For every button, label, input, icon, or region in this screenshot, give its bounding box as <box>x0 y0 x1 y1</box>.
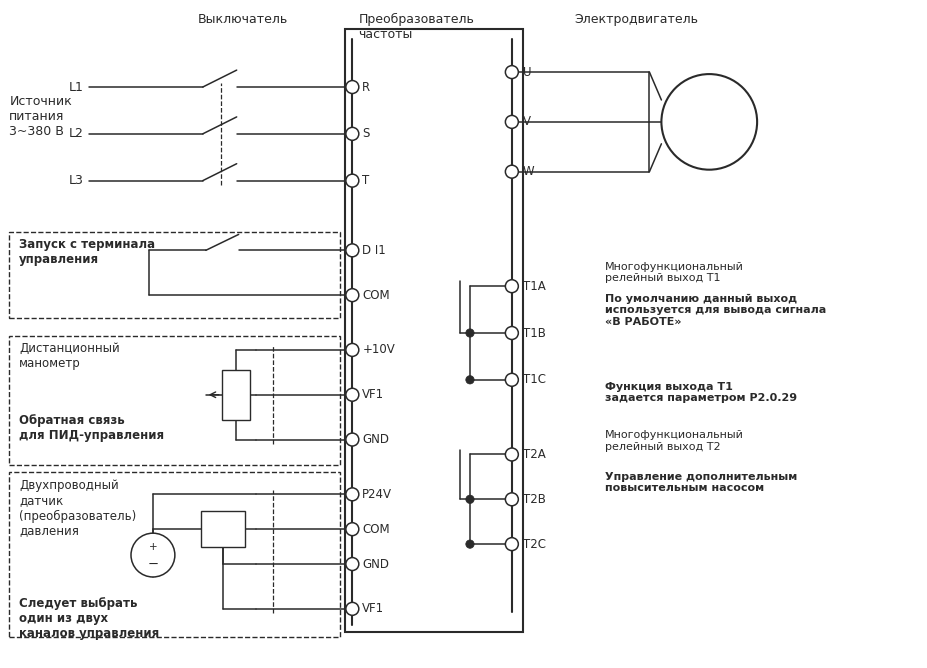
Circle shape <box>346 603 359 615</box>
Text: GND: GND <box>362 433 389 446</box>
FancyBboxPatch shape <box>9 232 340 318</box>
Text: −: − <box>147 558 159 570</box>
Text: VF1: VF1 <box>362 603 384 615</box>
Circle shape <box>505 327 518 339</box>
Text: L3: L3 <box>69 174 83 187</box>
Circle shape <box>346 244 359 257</box>
Text: VF1: VF1 <box>362 388 384 401</box>
Text: S: S <box>362 128 369 140</box>
Text: Обратная связь
для ПИД-управления: Обратная связь для ПИД-управления <box>19 413 164 442</box>
Text: Следует выбрать
один из двух
каналов управления: Следует выбрать один из двух каналов упр… <box>19 597 159 640</box>
Circle shape <box>505 116 518 128</box>
Circle shape <box>346 343 359 357</box>
Circle shape <box>346 433 359 446</box>
Text: P24V: P24V <box>362 488 392 501</box>
Text: L2: L2 <box>69 128 83 140</box>
Text: U: U <box>522 65 531 79</box>
Circle shape <box>505 280 518 293</box>
Text: COM: COM <box>362 289 389 302</box>
Text: Многофункциональный
релейный выход Т1: Многофункциональный релейный выход Т1 <box>603 262 743 283</box>
Text: COM: COM <box>362 522 389 536</box>
Text: R: R <box>362 81 370 94</box>
Circle shape <box>346 388 359 401</box>
Circle shape <box>505 65 518 79</box>
Circle shape <box>465 329 474 337</box>
Circle shape <box>346 128 359 140</box>
Circle shape <box>465 375 474 384</box>
Circle shape <box>346 558 359 570</box>
Text: Двухпроводный
датчик
(преобразователь)
давления: Двухпроводный датчик (преобразователь) д… <box>19 480 136 538</box>
Circle shape <box>661 74 756 170</box>
Text: T1A: T1A <box>522 280 545 293</box>
Circle shape <box>505 538 518 550</box>
Circle shape <box>505 493 518 506</box>
Text: T2A: T2A <box>522 448 545 461</box>
Text: T2C: T2C <box>522 538 545 550</box>
Circle shape <box>346 289 359 302</box>
Circle shape <box>346 523 359 536</box>
Text: +10V: +10V <box>362 343 395 357</box>
Text: GND: GND <box>362 558 389 570</box>
Text: По умолчанию данный выход
используется для вывода сигнала
«В РАБОТЕ»: По умолчанию данный выход используется д… <box>603 294 825 327</box>
Circle shape <box>505 373 518 386</box>
Bar <box>200 511 245 547</box>
FancyBboxPatch shape <box>9 336 340 466</box>
Text: Управление дополнительным
повысительным насосом: Управление дополнительным повысительным … <box>603 472 796 494</box>
Circle shape <box>465 540 474 548</box>
Text: Источник
питания
3~380 В: Источник питания 3~380 В <box>9 96 72 138</box>
Text: Многофункциональный
релейный выход Т2: Многофункциональный релейный выход Т2 <box>603 430 743 452</box>
Text: T1B: T1B <box>522 327 545 339</box>
Circle shape <box>505 448 518 461</box>
FancyBboxPatch shape <box>9 472 340 637</box>
Text: T2B: T2B <box>522 493 545 506</box>
Circle shape <box>346 81 359 94</box>
Bar <box>345 29 522 632</box>
Text: Запуск с терминала
управления: Запуск с терминала управления <box>19 238 156 267</box>
Circle shape <box>346 488 359 501</box>
Text: Дистанционный
манометр: Дистанционный манометр <box>19 342 120 370</box>
Text: V: V <box>522 116 530 128</box>
Text: W: W <box>522 165 534 178</box>
Text: T: T <box>362 174 369 187</box>
Text: Выключатель: Выключатель <box>197 13 287 26</box>
Text: Функция выхода Т1
задается параметром Р2.0.29: Функция выхода Т1 задается параметром Р2… <box>603 382 796 403</box>
Text: Электродвигатель: Электродвигатель <box>574 13 698 26</box>
Circle shape <box>505 165 518 178</box>
Text: L1: L1 <box>69 81 83 94</box>
Bar <box>222 370 249 420</box>
Circle shape <box>465 495 474 504</box>
Text: +: + <box>148 542 157 552</box>
Text: Преобразователь
частоты: Преобразователь частоты <box>358 13 474 41</box>
Circle shape <box>346 174 359 187</box>
Text: T1C: T1C <box>522 373 545 386</box>
Text: D I1: D I1 <box>362 244 386 257</box>
Circle shape <box>131 533 174 577</box>
